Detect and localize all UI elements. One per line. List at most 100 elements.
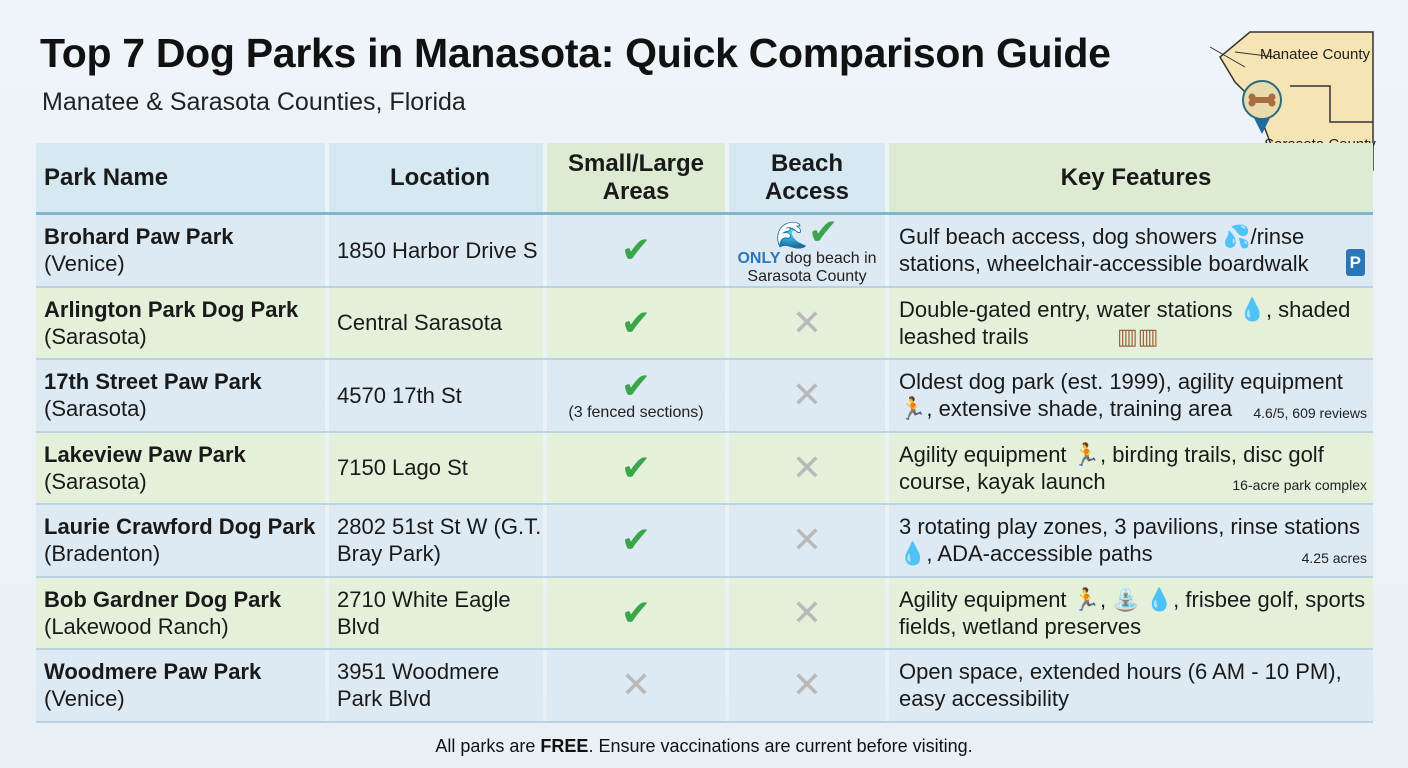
table-row: Woodmere Paw Park (Venice) 3951 Woodmere … — [36, 650, 1373, 723]
cross-icon: ✕ — [791, 446, 823, 488]
parking-icon: P — [1345, 248, 1365, 276]
cross-icon: ✕ — [791, 301, 823, 343]
fence-icon: ▥▥ — [1117, 324, 1159, 349]
cross-icon: ✕ — [791, 374, 823, 416]
location-cell: 1850 Harbor Drive S — [329, 215, 543, 286]
park-name: Laurie Crawford Dog Park — [44, 514, 316, 540]
cross-icon: ✕ — [791, 591, 823, 633]
areas-cell: ✕ — [547, 650, 725, 721]
location-cell: 3951 Woodmere Park Blvd — [329, 650, 543, 721]
header-areas: Small/Large Areas — [547, 143, 725, 212]
park-features: Open space, extended hours (6 AM - 10 PM… — [899, 659, 1342, 712]
feature-extra: 4.25 acres — [1301, 549, 1367, 566]
location-cell: 4570 17th St — [329, 360, 543, 431]
park-location: Central Sarasota — [337, 310, 503, 336]
park-location: 1850 Harbor Drive S — [337, 237, 538, 263]
features-cell: Oldest dog park (est. 1999), agility equ… — [889, 360, 1373, 431]
check-icon: ✔ — [620, 591, 652, 633]
features-cell: Gulf beach access, dog showers 💦/rinse s… — [889, 215, 1373, 286]
beach-cell: ✕ — [729, 432, 885, 503]
park-location: 2802 51st St W (G.T. Bray Park) — [337, 514, 542, 567]
cross-icon: ✕ — [791, 664, 823, 706]
park-location: 7150 Lago St — [337, 455, 468, 481]
park-city: (Sarasota) — [44, 396, 147, 422]
areas-cell: ✔ — [547, 505, 725, 576]
cross-icon: ✕ — [791, 519, 823, 561]
areas-cell: ✔ — [547, 215, 725, 286]
park-name-cell: Lakeview Paw Park (Sarasota) — [36, 432, 325, 503]
feature-extra: 4.6/5, 609 reviews — [1253, 404, 1367, 421]
areas-cell: ✔ — [547, 287, 725, 358]
bone-map-pin-icon — [1242, 80, 1282, 134]
header-park-name: Park Name — [36, 143, 325, 212]
areas-cell: ✔ (3 fenced sections) — [547, 360, 725, 431]
areas-note: (3 fenced sections) — [568, 404, 704, 422]
location-cell: 2802 51st St W (G.T. Bray Park) — [329, 505, 543, 576]
beach-cell: ✕ — [729, 650, 885, 721]
features-cell: Double-gated entry, water stations 💧, sh… — [889, 287, 1373, 358]
park-name: Bob Gardner Dog Park — [44, 586, 282, 612]
beach-cell: ✕ — [729, 287, 885, 358]
park-location: 4570 17th St — [337, 382, 462, 408]
header-location: Location — [329, 143, 543, 212]
beach-cell: 🌊✔ ONLY dog beach in Sarasota County — [729, 214, 885, 286]
beach-cell: ✕ — [729, 505, 885, 576]
park-city: (Sarasota) — [44, 468, 147, 494]
park-name-cell: Laurie Crawford Dog Park (Bradenton) — [36, 505, 325, 576]
table-row: Brohard Paw Park (Venice) 1850 Harbor Dri… — [36, 214, 1373, 288]
park-city: (Bradenton) — [44, 541, 161, 567]
page-title: Top 7 Dog Parks in Manasota: Quick Compa… — [40, 30, 1111, 76]
table-row: Lakeview Paw Park (Sarasota) 7150 Lago St… — [36, 432, 1373, 505]
beach-cell: ✕ — [729, 360, 885, 431]
features-cell: 3 rotating play zones, 3 pavilions, rins… — [889, 505, 1373, 576]
check-icon: ✔ — [620, 301, 652, 343]
features-cell: Agility equipment 🏃, ⛲ 💧, frisbee golf, … — [889, 577, 1373, 648]
map-label-manatee: Manatee County — [1260, 46, 1371, 63]
park-city: (Sarasota) — [44, 323, 147, 349]
park-features: 3 rotating play zones, 3 pavilions, rins… — [899, 514, 1361, 567]
park-name-cell: Brohard Paw Park (Venice) — [36, 215, 325, 286]
park-name-cell: Arlington Park Dog Park (Sarasota) — [36, 287, 325, 358]
page-subtitle: Manatee & Sarasota Counties, Florida — [42, 88, 466, 116]
areas-cell: ✔ — [547, 577, 725, 648]
beach-cell: ✕ — [729, 577, 885, 648]
footer-note: All parks are FREE. Ensure vaccinations … — [435, 736, 973, 756]
park-features: Agility equipment 🏃, birding trails, dis… — [899, 441, 1324, 494]
park-features: Agility equipment 🏃, ⛲ 💧, frisbee golf, … — [899, 586, 1366, 639]
park-features: Oldest dog park (est. 1999), agility equ… — [899, 369, 1343, 422]
areas-cell: ✔ — [547, 432, 725, 503]
park-name: Brohard Paw Park — [44, 224, 234, 250]
check-icon: ✔ — [620, 519, 652, 561]
park-location: 2710 White Eagle Blvd — [337, 586, 511, 639]
park-features: Double-gated entry, water stations 💧, sh… — [899, 296, 1351, 349]
features-cell: Agility equipment 🏃, birding trails, dis… — [889, 432, 1373, 503]
park-location: 3951 Woodmere Park Blvd — [337, 659, 500, 712]
features-cell: Open space, extended hours (6 AM - 10 PM… — [889, 650, 1373, 721]
table-row: Arlington Park Dog Park (Sarasota) Centra… — [36, 287, 1373, 360]
table-row: 17th Street Paw Park (Sarasota) 4570 17th… — [36, 360, 1373, 433]
park-name-cell: 17th Street Paw Park (Sarasota) — [36, 360, 325, 431]
location-cell: 7150 Lago St — [329, 432, 543, 503]
wave-icon: 🌊 — [775, 220, 809, 251]
location-cell: 2710 White Eagle Blvd — [329, 577, 543, 648]
park-name: Arlington Park Dog Park — [44, 296, 299, 322]
park-name: 17th Street Paw Park — [44, 369, 262, 395]
table-row: Bob Gardner Dog Park (Lakewood Ranch) 271… — [36, 577, 1373, 650]
location-cell: Central Sarasota — [329, 287, 543, 358]
comparison-table: Park Name Location Small/Large Areas Bea… — [36, 143, 1373, 723]
header-beach: Beach Access — [729, 143, 885, 212]
park-name-cell: Bob Gardner Dog Park (Lakewood Ranch) — [36, 577, 325, 648]
park-name-cell: Woodmere Paw Park (Venice) — [36, 650, 325, 721]
check-icon: ✔ — [620, 365, 652, 407]
check-icon: ✔ — [620, 446, 652, 488]
cross-icon: ✕ — [620, 664, 652, 706]
header-features: Key Features — [889, 143, 1373, 212]
park-city: (Venice) — [44, 251, 125, 277]
table-row: Laurie Crawford Dog Park (Bradenton) 2802… — [36, 505, 1373, 578]
park-city: (Lakewood Ranch) — [44, 613, 229, 639]
park-city: (Venice) — [44, 686, 125, 712]
table-header: Park Name Location Small/Large Areas Bea… — [36, 143, 1373, 215]
park-features: Gulf beach access, dog showers 💦/rinse s… — [899, 224, 1309, 277]
park-name: Lakeview Paw Park — [44, 441, 246, 467]
park-name: Woodmere Paw Park — [44, 659, 262, 685]
